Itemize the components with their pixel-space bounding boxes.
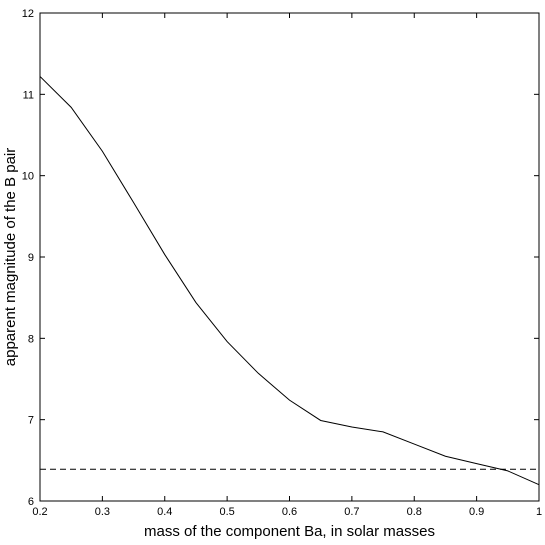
y-axis-label: apparent magnitude of the B pair — [2, 148, 19, 366]
y-tick-label: 6 — [28, 496, 34, 508]
x-tick-label: 0.7 — [344, 506, 359, 518]
y-tick-label: 7 — [28, 415, 34, 427]
plot-frame — [39, 12, 540, 502]
x-tick-label: 0.8 — [407, 506, 422, 518]
tick-labels: 0.2 0.3 0.4 0.5 0.6 0.7 0.8 0.9 1 6 7 8 9 10 11 12 — [22, 8, 542, 518]
y-tick-label: 12 — [22, 8, 34, 20]
y-tick-label: 11 — [23, 89, 34, 101]
x-tick-label: 0.9 — [469, 506, 484, 518]
x-tick-label: 0.4 — [157, 506, 172, 518]
x-tick-label: 1 — [536, 506, 542, 518]
x-tick-label: 0.3 — [95, 506, 110, 518]
x-tick-label: 0.2 — [32, 506, 47, 518]
y-tick-label: 10 — [22, 171, 34, 183]
magnitude-curve — [39, 76, 540, 486]
x-tick-label: 0.6 — [282, 506, 297, 518]
x-axis-label: mass of the component Ba, in solar masse… — [144, 523, 435, 540]
x-tick-label: 0.5 — [219, 506, 234, 518]
series-group — [39, 76, 540, 486]
axis-ticks — [39, 12, 540, 502]
y-tick-label: 9 — [28, 252, 34, 264]
y-tick-label: 8 — [28, 333, 34, 345]
